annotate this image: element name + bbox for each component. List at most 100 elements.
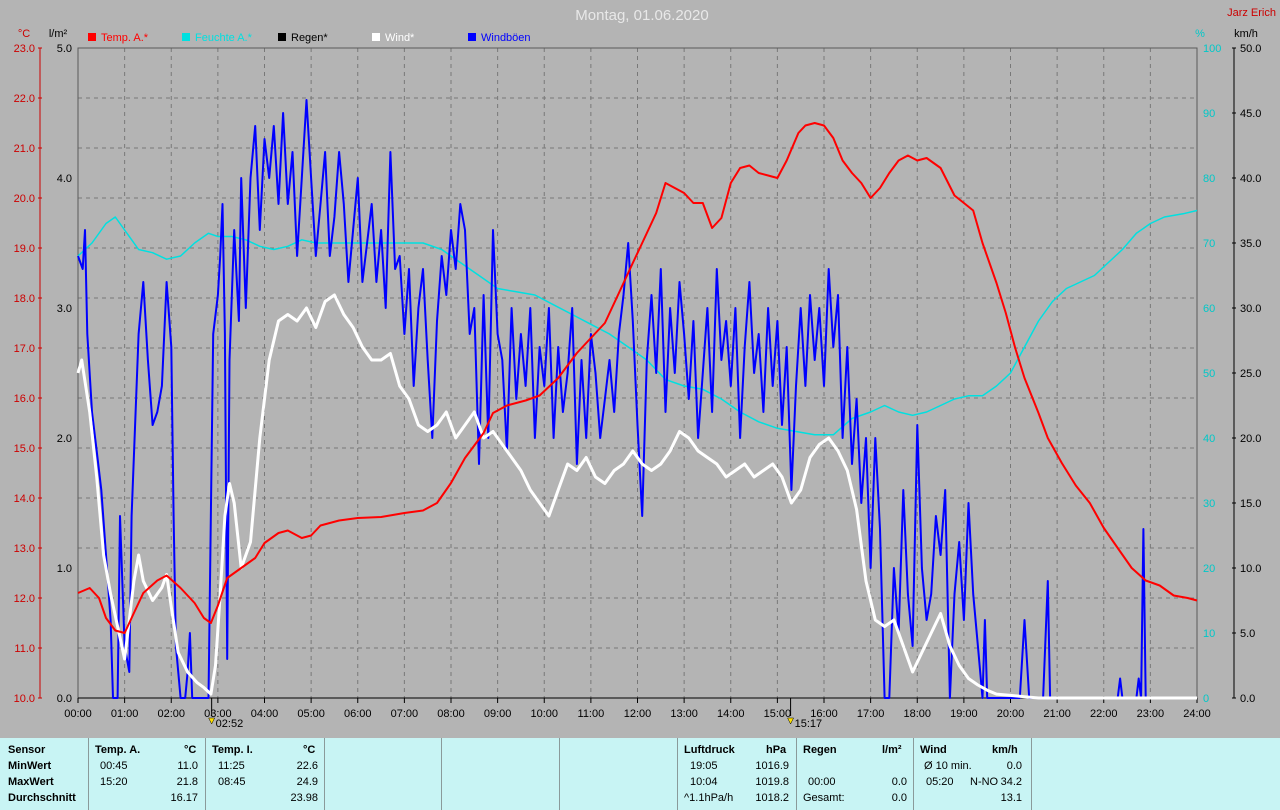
- wind-tick-label: 25.0: [1240, 368, 1261, 380]
- time-tick-label: 03:00: [204, 708, 232, 720]
- stats-temp-a-max-time: 15:20: [100, 776, 128, 788]
- stats-pressure-trend-value: 1018.2: [755, 792, 789, 804]
- humidity-axis: 0 10 20 30 40 50 60 70 80 90 100: [1203, 43, 1221, 705]
- legend-swatch-temp: [88, 33, 96, 41]
- temp-line: [77, 122, 1198, 634]
- humidity-tick-label: 100: [1203, 43, 1221, 55]
- time-tick-label: 09:00: [484, 708, 512, 720]
- time-tick-label: 14:00: [717, 708, 745, 720]
- humidity-tick-label: 30: [1203, 498, 1215, 510]
- rain-tick-label: 2.0: [57, 433, 72, 445]
- stats-temp-a-min-time: 00:45: [100, 760, 128, 772]
- time-tick-label: 20:00: [997, 708, 1025, 720]
- stats-temp-i-unit: °C: [303, 744, 316, 756]
- humidity-tick-label: 40: [1203, 433, 1215, 445]
- stats-pressure-min-time: 19:05: [690, 760, 718, 772]
- temp-tick-label: 17.0: [14, 343, 35, 355]
- humidity-tick-label: 90: [1203, 108, 1215, 120]
- separator: [441, 738, 442, 810]
- temp-tick-label: 13.0: [14, 543, 35, 555]
- stats-pressure-min-value: 1016.9: [755, 760, 789, 772]
- humidity-tick-label: 10: [1203, 628, 1215, 640]
- rain-tick-label: 5.0: [57, 43, 72, 55]
- temp-tick-label: 14.0: [14, 493, 35, 505]
- stats-rain-max-value: 0.0: [891, 776, 907, 788]
- legend: Temp. A.* Feuchte A.* Regen* Wind* Windb…: [88, 32, 531, 44]
- wind-line: [76, 293, 1197, 700]
- stats-rain-unit: l/m²: [882, 744, 902, 756]
- stats-temp-i-avg: 23.98: [290, 792, 318, 804]
- stats-row-max: MaxWert: [8, 776, 54, 788]
- stats-rain-max-time: 00:00: [808, 776, 836, 788]
- separator: [88, 738, 89, 810]
- time-tick-label: 13:00: [670, 708, 698, 720]
- time-markers: 02:52 15:17: [208, 698, 822, 730]
- legend-label-gusts: Windböen: [481, 32, 531, 44]
- stats-pressure-trend-label: ^1.1hPa/h: [684, 792, 734, 804]
- time-tick-label: 12:00: [624, 708, 652, 720]
- time-tick-label: 07:00: [391, 708, 419, 720]
- temp-tick-label: 15.0: [14, 443, 35, 455]
- stats-pressure-max-time: 10:04: [690, 776, 718, 788]
- stats-temp-i-min-time: 11:25: [218, 760, 245, 772]
- author-label: Jarz Erich: [1227, 7, 1276, 19]
- rain-tick-label: 4.0: [57, 173, 72, 185]
- time-tick-label: 21:00: [1043, 708, 1071, 720]
- stats-rain-header: Regen: [803, 744, 837, 756]
- stats-temp-a-max-value: 21.8: [176, 776, 198, 788]
- stats-wind-unit: km/h: [992, 744, 1018, 756]
- sunset-icon: [787, 717, 794, 725]
- stats-rain-total-value: 0.0: [891, 792, 907, 804]
- stats-row-min: MinWert: [8, 760, 52, 772]
- time-tick-label: 24:00: [1183, 708, 1211, 720]
- time-tick-label: 08:00: [437, 708, 465, 720]
- sunrise-icon: [208, 717, 216, 725]
- temp-tick-label: 18.0: [14, 293, 35, 305]
- gust-line: [77, 99, 1197, 699]
- axis-unit-temp: °C: [18, 28, 30, 40]
- time-tick-label: 15:00: [764, 708, 792, 720]
- wind-tick-label: 45.0: [1240, 108, 1261, 120]
- rain-tick-label: 1.0: [57, 563, 72, 575]
- legend-label-rain: Regen*: [291, 32, 328, 44]
- legend-swatch-humidity: [182, 33, 190, 41]
- time-tick-label: 06:00: [344, 708, 372, 720]
- axis-unit-rain: l/m²: [49, 28, 68, 40]
- marker-label: 02:52: [216, 718, 244, 730]
- time-tick-label: 10:00: [530, 708, 558, 720]
- separator: [559, 738, 560, 810]
- axis-unit-wind: km/h: [1234, 28, 1258, 40]
- rain-tick-label: 3.0: [57, 303, 72, 315]
- humidity-tick-label: 80: [1203, 173, 1215, 185]
- time-tick-label: 01:00: [111, 708, 139, 720]
- humidity-tick-label: 60: [1203, 303, 1215, 315]
- chart-title: Montag, 01.06.2020: [575, 7, 708, 24]
- stats-pressure-header: Luftdruck: [684, 744, 735, 756]
- series-layer: [76, 99, 1198, 700]
- stats-pressure-max-value: 1019.8: [755, 776, 789, 788]
- wind-tick-label: 0.0: [1240, 693, 1255, 705]
- wind-axis: 0.0 5.0 10.0 15.0 20.0 25.0 30.0 35.0 40.0 45.0 50…: [1232, 43, 1261, 705]
- stats-temp-i-header: Temp. I.: [212, 744, 253, 756]
- stats-wind-header: Wind: [920, 744, 947, 756]
- wind-tick-label: 20.0: [1240, 433, 1261, 445]
- humidity-tick-label: 50: [1203, 368, 1215, 380]
- rain-tick-label: 0.0: [57, 693, 72, 705]
- time-tick-label: 18:00: [903, 708, 931, 720]
- separator: [205, 738, 206, 810]
- time-tick-label: 17:00: [857, 708, 885, 720]
- time-tick-label: 00:00: [64, 708, 92, 720]
- separator: [913, 738, 914, 810]
- temp-tick-label: 22.0: [14, 93, 35, 105]
- stats-temp-a-header: Temp. A.: [95, 744, 141, 756]
- temp-tick-label: 11.0: [14, 643, 35, 655]
- rain-axis: 0.0 1.0 2.0 3.0 4.0 5.0: [57, 43, 72, 705]
- temp-tick-label: 19.0: [14, 243, 35, 255]
- stats-temp-i-max-time: 08:45: [218, 776, 246, 788]
- wind-tick-label: 30.0: [1240, 303, 1261, 315]
- axis-unit-humidity: %: [1195, 28, 1205, 40]
- separator: [796, 738, 797, 810]
- time-tick-label: 22:00: [1090, 708, 1118, 720]
- time-tick-label: 19:00: [950, 708, 978, 720]
- temp-tick-label: 10.0: [14, 693, 35, 705]
